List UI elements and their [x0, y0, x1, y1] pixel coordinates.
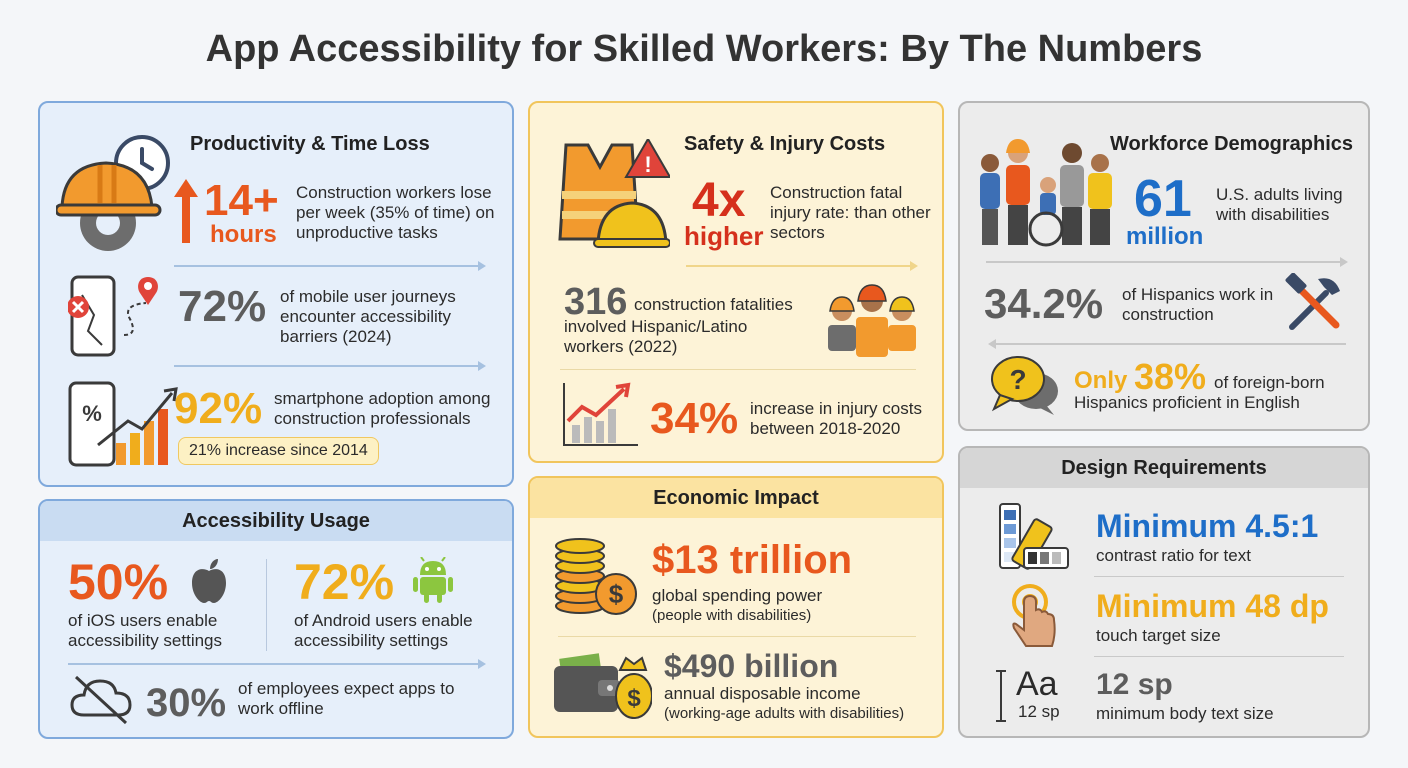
svg-text:!: ! — [644, 152, 651, 177]
disabilities-value: 61 — [1134, 170, 1192, 228]
design-header: Design Requirements — [960, 448, 1368, 488]
journeys-value: 72% — [178, 282, 267, 331]
workers-group-icon — [824, 281, 920, 361]
fatalities-description-b: involved Hispanic/Latino workers (2022) — [564, 317, 748, 356]
android-description: of Android users enable accessibility se… — [294, 611, 473, 650]
disposable-income-value: $490 billion — [664, 648, 839, 684]
productivity-header: Productivity & Time Loss — [190, 133, 430, 155]
color-palette-icon — [998, 502, 1070, 572]
spending-power-note: (people with disabilities) — [652, 607, 812, 624]
text-cursor-bar — [1000, 670, 1002, 722]
usage-panel: Accessibility Usage 50% of iOS users ena… — [38, 499, 514, 739]
divider-arrow — [686, 261, 918, 271]
divider-arrow — [174, 261, 486, 271]
body-text-description: minimum body text size — [1096, 704, 1274, 723]
svg-text:$: $ — [627, 685, 641, 712]
coins-dollar-icon: $ — [554, 536, 638, 616]
offline-value: 30% — [146, 681, 227, 725]
diverse-people-icon — [974, 139, 1114, 249]
android-value: 72% — [294, 554, 395, 610]
question-speech-bubble-icon: ? — [990, 353, 1060, 417]
divider-arrow — [988, 339, 1346, 349]
safety-panel: Safety & Injury Costs ! 4x higher Constr… — [528, 101, 944, 463]
disabilities-unit: million — [1126, 223, 1204, 250]
divider-arrow — [68, 659, 486, 669]
phone-growth-chart-icon: % — [68, 381, 182, 469]
fatal-rate-value: 4x — [692, 174, 746, 227]
hours-unit: hours — [210, 221, 277, 248]
up-arrow-icon — [174, 179, 198, 243]
cloud-offline-icon — [70, 673, 134, 725]
divider-line — [558, 636, 916, 637]
hispanic-construction-value: 34.2% — [984, 280, 1104, 327]
fatal-rate-description: Construction fatal injury rate: than oth… — [770, 183, 931, 242]
journeys-description: of mobile user journeys encounter access… — [280, 287, 456, 346]
hours-description: Construction workers lose per week (35% … — [296, 183, 495, 242]
demographics-panel: Workforce Demographics 61 million U.S. a… — [958, 101, 1370, 431]
text-size-icon: Aa 12 sp — [996, 666, 1076, 726]
touch-target-value: Minimum 48 dp — [1096, 588, 1329, 624]
divider-arrow — [986, 257, 1348, 267]
body-text-value: 12 sp — [1096, 668, 1173, 701]
english-value: 38% — [1134, 356, 1207, 397]
economic-panel: Economic Impact $ $13 trillion global sp… — [528, 476, 944, 738]
fatal-rate-unit: higher — [684, 221, 764, 251]
hammer-wrench-icon — [1282, 273, 1346, 337]
disposable-income-note: (working-age adults with disabilities) — [664, 705, 905, 722]
disposable-income-description: annual disposable income — [664, 684, 861, 703]
text-size-glyph: Aa — [1016, 665, 1058, 703]
vertical-divider — [266, 559, 267, 651]
ios-value: 50% — [68, 554, 169, 610]
english-description-a: of foreign-born — [1214, 373, 1325, 392]
hispanic-construction-description: of Hispanics work in construction — [1122, 285, 1274, 324]
offline-description: of employees expect apps to work offline — [238, 679, 455, 718]
contrast-value: Minimum 4.5:1 — [1096, 508, 1319, 544]
divider-line — [1094, 656, 1344, 657]
english-description-b: Hispanics proficient in English — [1074, 393, 1300, 412]
hardhat-gear-clock-icon — [56, 135, 171, 253]
adoption-value: 92% — [174, 384, 263, 433]
adoption-increase-badge: 21% increase since 2014 — [178, 437, 379, 465]
usage-header: Accessibility Usage — [40, 501, 512, 541]
text-cursor-top — [996, 670, 1006, 672]
design-panel: Design Requirements Minimum 4.5:1 contra… — [958, 446, 1370, 738]
demographics-header: Workforce Demographics — [1110, 133, 1354, 155]
safety-vest-helmet-icon: ! — [552, 139, 670, 251]
injury-cost-chart-icon — [562, 381, 640, 447]
spending-power-description: global spending power — [652, 586, 823, 605]
wallet-moneybag-icon: $ — [552, 650, 652, 720]
touch-hand-icon — [1010, 584, 1060, 650]
divider-line — [560, 369, 916, 370]
injury-cost-description: increase in injury costs between 2018-20… — [750, 399, 922, 438]
injury-cost-value: 34% — [650, 394, 739, 443]
contrast-description: contrast ratio for text — [1096, 546, 1251, 565]
text-cursor-bottom — [996, 720, 1006, 722]
touch-target-description: touch target size — [1096, 626, 1221, 645]
hours-value: 14+ — [204, 176, 279, 225]
english-prefix: Only — [1074, 367, 1128, 394]
apple-icon — [190, 559, 228, 603]
fatalities-value: 316 — [564, 281, 628, 323]
text-size-caption: 12 sp — [1018, 702, 1060, 721]
economic-header: Economic Impact — [530, 478, 942, 518]
svg-text:%: % — [82, 401, 102, 426]
divider-line — [1094, 576, 1344, 577]
svg-text:?: ? — [1009, 364, 1026, 395]
safety-header: Safety & Injury Costs — [684, 133, 886, 155]
divider-arrow — [174, 361, 486, 371]
spending-power-value: $13 trillion — [652, 538, 853, 582]
phone-map-icon — [68, 275, 168, 359]
fatalities-description-a: construction fatalities — [634, 295, 793, 314]
adoption-description: smartphone adoption among construction p… — [274, 389, 491, 428]
ios-description: of iOS users enable accessibility settin… — [68, 611, 223, 650]
page-title: App Accessibility for Skilled Workers: B… — [205, 28, 1203, 70]
disabilities-description: U.S. adults living with disabilities — [1216, 185, 1343, 224]
svg-text:$: $ — [609, 579, 624, 609]
android-icon — [412, 557, 454, 603]
productivity-panel: Productivity & Time Loss 14+ hours Const… — [38, 101, 514, 487]
